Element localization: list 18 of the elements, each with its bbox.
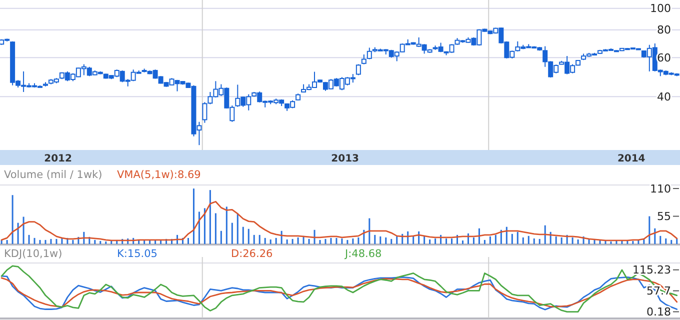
y-tick-label: 100 — [650, 2, 671, 16]
y-tick-label: 80 — [657, 24, 671, 37]
line-series — [0, 200, 678, 242]
y-tick-label: 110 — [650, 182, 671, 196]
y-tick-label: 60 — [657, 51, 671, 64]
y-tick-label: 40 — [657, 90, 671, 104]
chart-title: Volume (mil / 1wk) — [4, 169, 102, 181]
x-tick-label: 2012 — [44, 154, 72, 164]
text: D:26.26 — [231, 248, 273, 260]
chart-title: KDJ(10,1w) — [4, 248, 62, 260]
y-tick-label: 0.18 — [646, 306, 671, 319]
y-tick-label: 115.23 — [632, 264, 671, 277]
y-tick-label: 55 — [657, 210, 671, 224]
x-tick-label: 2013 — [331, 154, 360, 164]
text: K:15.05 — [117, 248, 158, 260]
text: VMA(5,1w):8.69 — [117, 169, 201, 181]
series-label: J:48.68 — [344, 248, 382, 260]
x-tick-label: 2014 — [617, 154, 646, 164]
